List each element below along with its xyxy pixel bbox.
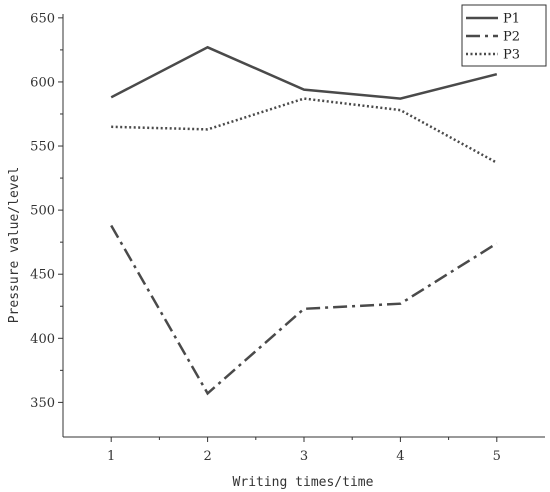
x-tick-label: 4 [396,449,404,464]
x-axis-ticks: 1 2 3 4 5 [107,437,501,464]
series-lines [110,45,498,396]
legend-label-p1: P1 [503,12,520,27]
x-tick-label: 5 [493,449,501,464]
x-tick-label: 1 [107,449,115,464]
y-axis-ticks: 350 400 450 500 550 600 650 [30,11,63,411]
legend-label-p3: P3 [503,48,520,63]
legend-label-p2: P2 [503,30,520,45]
y-tick-label: 500 [30,204,55,219]
legend: P1 P2 P3 [461,4,547,67]
y-tick-label: 600 [30,75,55,90]
y-axis-title: Pressure value/level [7,167,22,324]
x-tick-label: 2 [203,449,211,464]
y-tick-label: 450 [30,268,55,283]
x-axis-title: Writing times/time [233,475,374,490]
x-tick-label: 3 [300,449,308,464]
y-tick-label: 350 [30,396,55,411]
series-line-p1 [110,45,498,100]
y-tick-label: 650 [30,11,55,26]
y-tick-label: 400 [30,332,55,347]
series-line-p2 [110,224,498,396]
plot-axes [62,14,545,438]
series-line-p3 [111,97,498,164]
y-tick-label: 550 [30,140,55,155]
